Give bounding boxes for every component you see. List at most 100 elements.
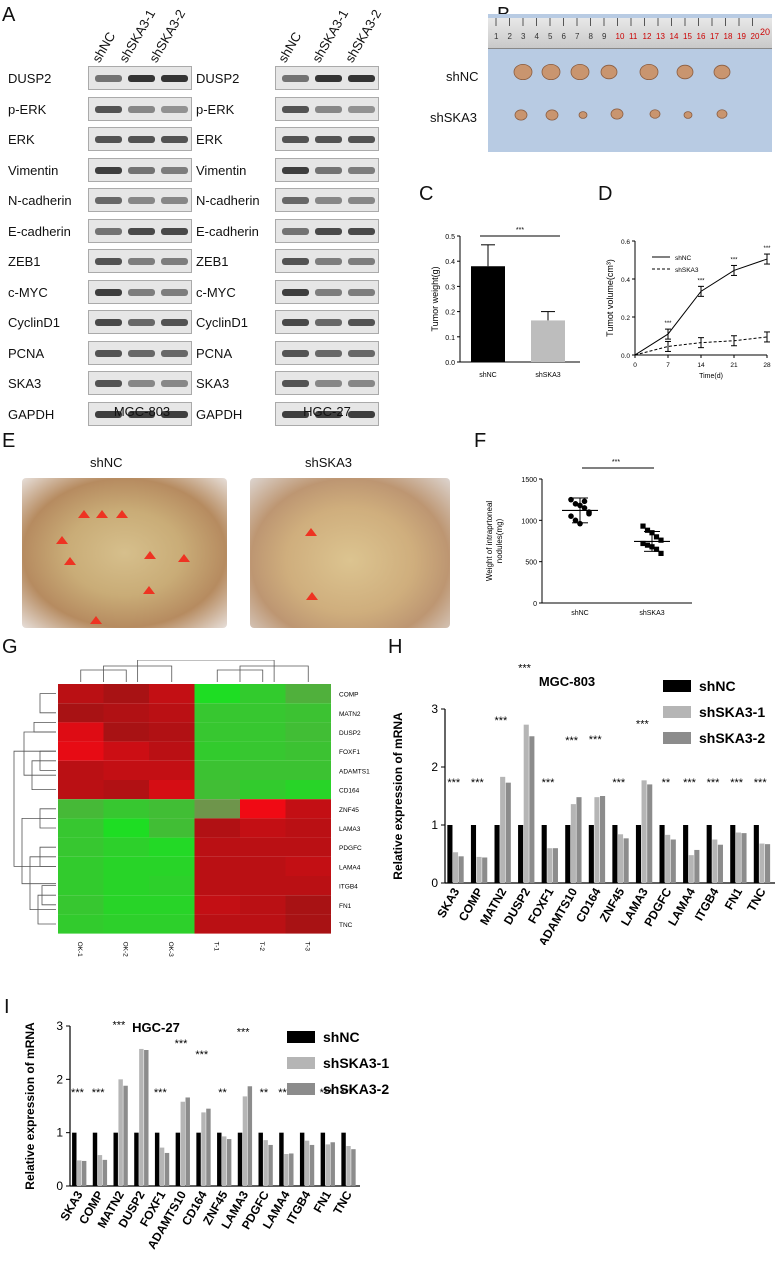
blot-band xyxy=(282,105,309,113)
bar-2 xyxy=(330,1142,335,1186)
bar-1 xyxy=(476,856,482,883)
heatmap-cell xyxy=(103,895,149,915)
nodule-arrows-shska3 xyxy=(305,528,318,600)
tumor-shnc xyxy=(513,63,533,81)
blot-strip-mgc803 xyxy=(88,218,192,243)
heatmap-cell xyxy=(285,914,331,934)
bar-0 xyxy=(753,825,759,883)
x-tick-label: 21 xyxy=(730,362,738,369)
blot-label-hgc27: ERK xyxy=(196,132,223,147)
bar-0 xyxy=(196,1132,201,1186)
x-tick-label: shNC xyxy=(479,372,497,379)
y-tick-label: 3 xyxy=(56,1019,63,1033)
bar xyxy=(531,320,565,362)
bar-1 xyxy=(547,848,553,883)
legend-label: shNC xyxy=(323,1029,360,1045)
blot-band xyxy=(95,105,122,113)
blot-band xyxy=(348,319,375,326)
blot-band xyxy=(315,258,342,265)
blot-strip-mgc803 xyxy=(88,96,192,121)
dendrogram-row xyxy=(21,818,56,885)
legend-label: shSKA3-1 xyxy=(323,1055,389,1071)
western-blot-panel: shNC shSKA3-1 shSKA3-2 shNC shSKA3-1 shS… xyxy=(0,0,420,430)
blot-band xyxy=(282,410,309,418)
heatmap-cell xyxy=(240,837,286,857)
blot-band xyxy=(282,136,309,143)
heatmap-cell xyxy=(194,722,240,742)
bar-2 xyxy=(458,856,464,883)
heatmap-cell xyxy=(285,799,331,819)
heatmap-cell xyxy=(103,760,149,780)
cell-line-label-right: HGC-27 xyxy=(303,404,351,419)
tumor-shska3 xyxy=(610,108,624,120)
heatmap-cell xyxy=(149,684,195,704)
blot-band xyxy=(128,319,155,326)
blot-strip-hgc27 xyxy=(275,96,379,121)
heatmap-cell xyxy=(194,837,240,857)
ruler-number: 18 xyxy=(724,32,733,41)
blot-band xyxy=(348,197,375,204)
blot-band xyxy=(315,380,342,387)
data-point xyxy=(577,520,583,527)
x-tick-label: 0 xyxy=(633,362,637,369)
y-axis-label: Tumot volume(cm³) xyxy=(605,259,615,337)
heatmap-row-label: FN1 xyxy=(339,903,352,910)
bar-0 xyxy=(683,825,689,883)
y-axis-label: Relative expression of mRNA xyxy=(391,712,405,880)
legend-label: shSKA3-1 xyxy=(699,704,765,720)
blot-label-hgc27: E-cadherin xyxy=(196,223,259,239)
heatmap-cell xyxy=(240,722,286,742)
bar-0 xyxy=(299,1132,305,1186)
blot-label-hgc27: GAPDH xyxy=(196,406,243,422)
heatmap-cell xyxy=(240,684,286,704)
heatmap-cell xyxy=(240,876,286,896)
heatmap-cell xyxy=(58,684,104,704)
bar-0 xyxy=(134,1132,139,1186)
heatmap-cell xyxy=(58,837,104,857)
blot-band xyxy=(95,227,122,235)
significance-label: *** xyxy=(340,1087,354,1099)
tumor-specimens xyxy=(513,63,731,121)
blot-band xyxy=(95,166,122,174)
y-axis-label: Tumor weight(g) xyxy=(430,266,440,331)
bar-0 xyxy=(154,1132,160,1186)
bar-0 xyxy=(320,1132,326,1186)
legend-label: shNC xyxy=(675,255,692,262)
bar-1 xyxy=(452,852,459,883)
heatmap-cell xyxy=(240,760,286,780)
ruler-number: 3 xyxy=(521,32,526,41)
blot-band xyxy=(161,197,188,204)
significance-label: *** xyxy=(71,1087,85,1099)
tumor-shnc xyxy=(639,63,659,81)
blot-band xyxy=(282,380,309,387)
tumor-shnc xyxy=(676,64,694,80)
heatmap-cell xyxy=(240,799,286,819)
panel-letter-f: F xyxy=(474,430,487,452)
tumor-shnc xyxy=(541,63,561,81)
blot-band xyxy=(128,197,155,204)
bar-2 xyxy=(623,838,629,883)
bar-1 xyxy=(263,1140,268,1186)
y-axis-label: nodules(mg) xyxy=(495,518,504,563)
blot-band xyxy=(348,136,375,143)
ruler-number: 15 xyxy=(683,32,692,41)
legend-swatch xyxy=(287,1031,315,1043)
bar-1 xyxy=(222,1136,227,1186)
col-label-right-1: shNC xyxy=(275,29,305,65)
ruler-number: 2 xyxy=(508,32,513,41)
blot-band xyxy=(95,288,122,296)
bar-1 xyxy=(284,1154,289,1186)
y-tick-label: 2 xyxy=(56,1072,63,1086)
significance-label: *** xyxy=(175,1038,189,1050)
blot-band xyxy=(95,380,122,387)
blot-band xyxy=(161,75,188,82)
blot-label-mgc803: ZEB1 xyxy=(8,254,41,269)
heatmap-row-label: CD164 xyxy=(339,788,360,795)
panel-letter-g: G xyxy=(2,636,18,658)
dendrogram-row xyxy=(33,722,56,733)
nodule-arrow xyxy=(143,586,155,594)
bar-2 xyxy=(505,782,511,883)
bar-2 xyxy=(247,1086,253,1186)
blot-label-mgc803: N-cadherin xyxy=(8,193,72,208)
significance-label: ** xyxy=(218,1087,227,1099)
